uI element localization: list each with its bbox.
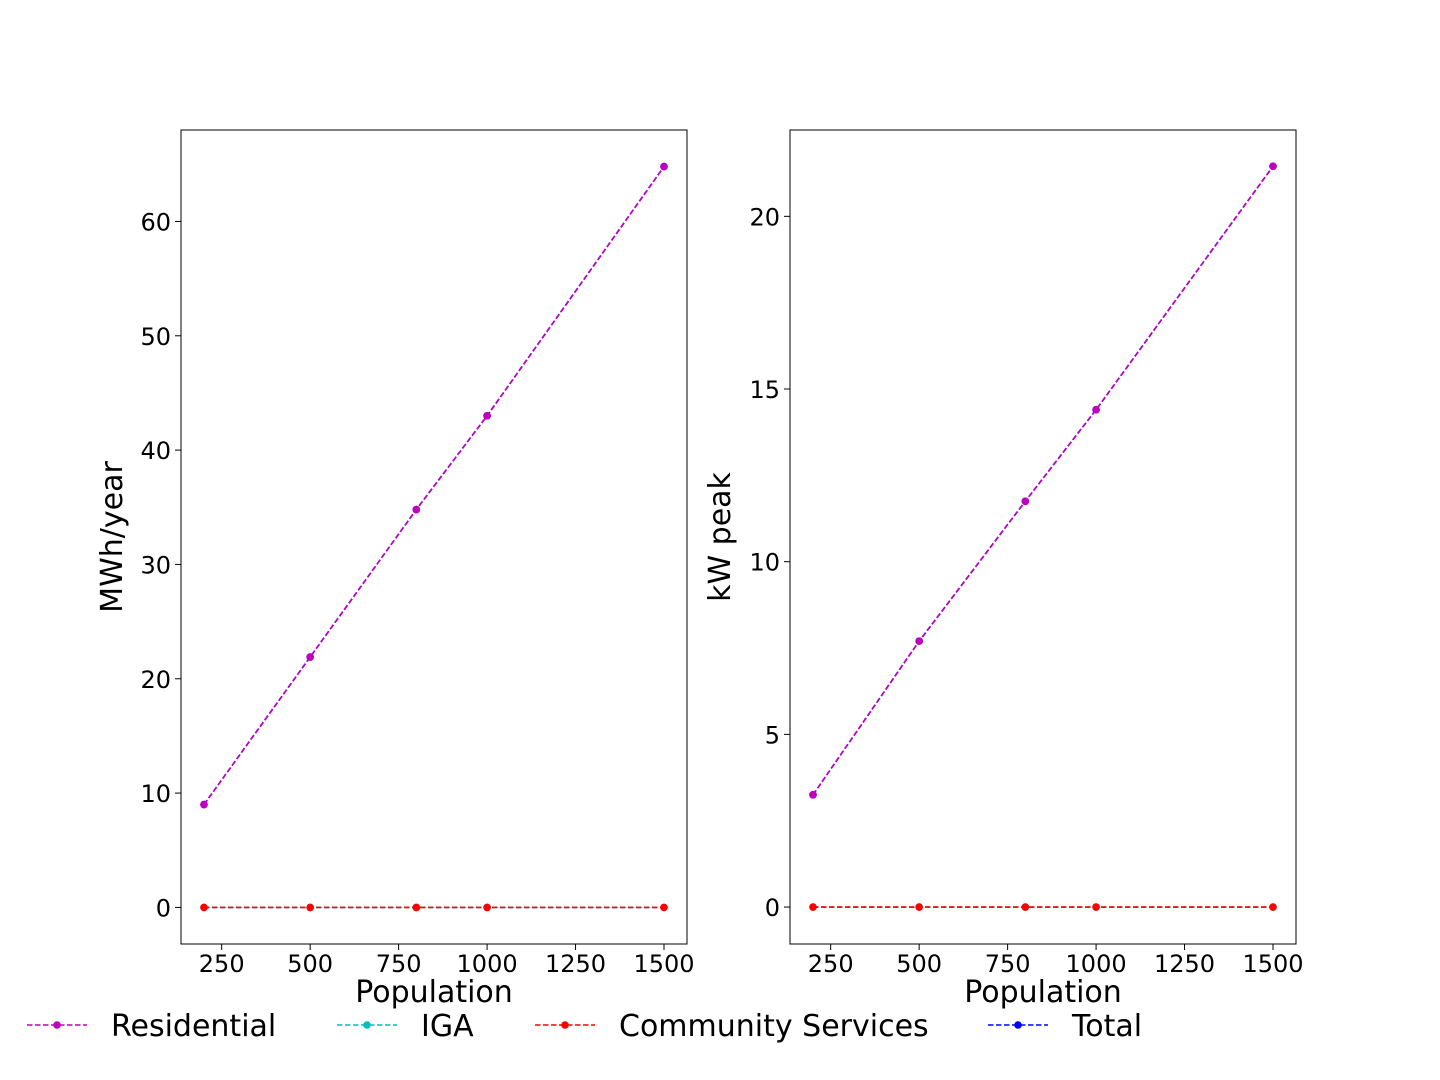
x-tick-label: 1000 — [1066, 950, 1127, 978]
data-point-residential — [809, 791, 817, 799]
series-line-residential — [812, 165, 1274, 796]
data-point-community-services — [1092, 903, 1100, 911]
x-tick-label: 500 — [287, 950, 333, 978]
data-point-community-services — [809, 903, 817, 911]
chart-legend: Residential IGA Community Services Total — [27, 1009, 1142, 1044]
x-tick-label: 750 — [376, 950, 422, 978]
energy-chart-panel: 250 500 750 1000 1250 1500 0 10 20 30 40 50 60 Popula… — [95, 129, 695, 1010]
x-tick-label: 250 — [199, 950, 245, 978]
x-tick-label: 1500 — [1242, 950, 1303, 978]
legend-label: Residential — [111, 1009, 276, 1044]
data-point-residential — [660, 162, 668, 171]
series-residential — [809, 162, 1277, 799]
data-point-residential — [306, 653, 314, 661]
x-tick-label: 1500 — [633, 950, 694, 978]
x-tick-label: 500 — [896, 950, 942, 978]
data-point-community-services — [412, 903, 421, 912]
series-line-total — [812, 165, 1274, 796]
plot-frame — [180, 129, 688, 945]
y-tick-label: 0 — [156, 894, 171, 922]
y-axis-label: kW peak — [703, 471, 738, 601]
data-point-residential — [1021, 497, 1030, 506]
x-tick-label: 250 — [808, 950, 854, 978]
legend-label: IGA — [421, 1009, 474, 1044]
data-point-community-services — [200, 903, 208, 912]
data-point-residential — [915, 637, 923, 645]
legend-marker — [363, 1021, 371, 1029]
data-point-community-services — [915, 903, 923, 911]
legend-marker — [561, 1021, 569, 1029]
x-tick-label: 1000 — [457, 950, 518, 978]
y-tick-label: 5 — [765, 721, 780, 749]
data-point-community-services — [660, 903, 668, 912]
x-tick-label: 1250 — [545, 950, 606, 978]
plot-frame — [789, 129, 1297, 945]
legend-marker — [1014, 1021, 1022, 1029]
legend-label: Community Services — [619, 1009, 929, 1044]
peak-chart-panel: 250 500 750 1000 1250 1500 0 5 10 15 20 Population k… — [703, 129, 1304, 1010]
data-point-residential — [1269, 162, 1277, 171]
legend-item-iga: IGA — [337, 1009, 474, 1044]
data-point-community-services — [483, 903, 491, 912]
data-point-residential — [483, 412, 491, 420]
y-axis-label: MWh/year — [95, 461, 130, 613]
data-point-community-services — [306, 903, 314, 912]
legend-item-total: Total — [988, 1009, 1142, 1044]
y-tick-label: 20 — [749, 203, 780, 231]
y-tick-label: 20 — [140, 666, 171, 694]
legend-item-community-services: Community Services — [535, 1009, 929, 1044]
y-tick-label: 0 — [765, 894, 780, 922]
y-tick-label: 60 — [140, 208, 171, 236]
x-axis-label: Population — [964, 975, 1122, 1010]
y-tick-label: 10 — [749, 549, 780, 577]
y-tick-label: 15 — [749, 376, 780, 404]
legend-label: Total — [1071, 1009, 1142, 1044]
y-tick-label: 50 — [140, 323, 171, 351]
data-point-residential — [412, 505, 421, 514]
legend-item-residential: Residential — [27, 1009, 276, 1044]
y-tick-label: 40 — [140, 437, 171, 465]
y-tick-label: 10 — [140, 780, 171, 808]
data-point-community-services — [1021, 903, 1030, 911]
series-community-services — [809, 903, 1277, 911]
data-point-residential — [1092, 405, 1100, 414]
y-tick-label: 30 — [140, 551, 171, 579]
x-axis-label: Population — [355, 975, 513, 1010]
x-tick-label: 1250 — [1154, 950, 1215, 978]
series-line-residential — [203, 166, 665, 805]
series-community-services — [200, 903, 668, 912]
data-point-residential — [200, 800, 208, 809]
legend-marker — [53, 1021, 61, 1029]
x-tick-label: 750 — [985, 950, 1031, 978]
data-point-community-services — [1269, 903, 1277, 911]
series-residential — [200, 162, 668, 809]
